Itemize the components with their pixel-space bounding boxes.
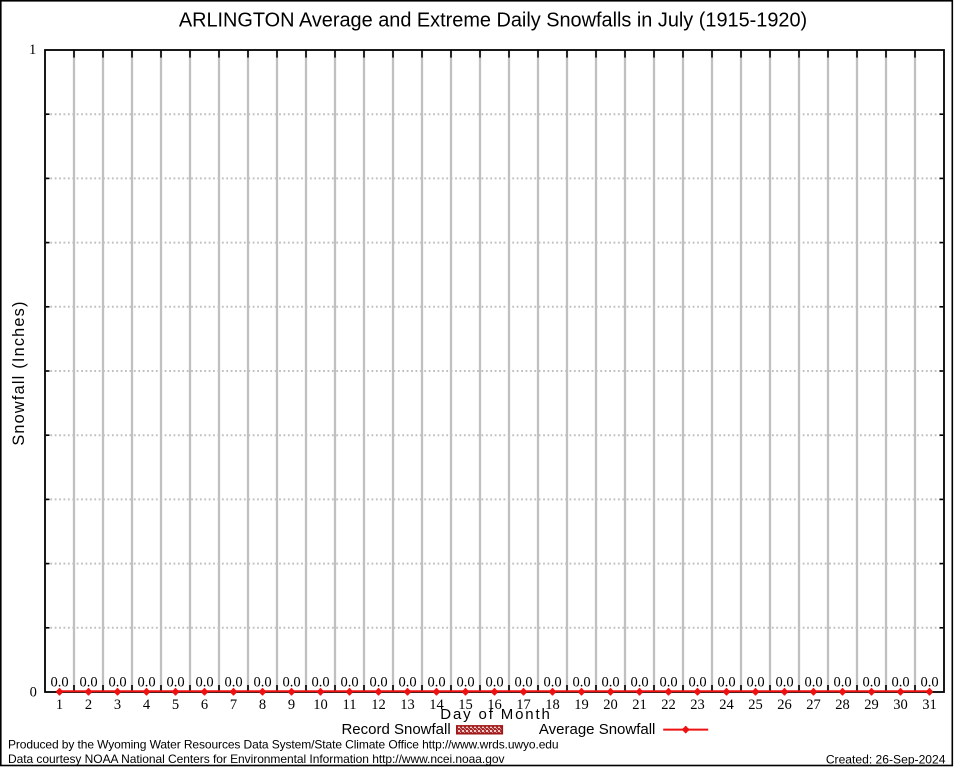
svg-text:0.0: 0.0 [311, 675, 329, 691]
svg-text:31: 31 [922, 697, 937, 713]
svg-text:Record Snowfall: Record Snowfall [341, 721, 450, 738]
svg-text:Created: 26-Sep-2024: Created: 26-Sep-2024 [826, 752, 946, 766]
svg-text:0.0: 0.0 [369, 675, 387, 691]
svg-text:29: 29 [864, 697, 879, 713]
svg-text:3: 3 [114, 697, 121, 713]
svg-text:6: 6 [201, 697, 208, 713]
svg-text:0.0: 0.0 [543, 675, 561, 691]
svg-text:0.0: 0.0 [630, 675, 648, 691]
svg-text:0.0: 0.0 [398, 675, 416, 691]
svg-text:10: 10 [313, 697, 328, 713]
svg-text:0.0: 0.0 [688, 675, 706, 691]
svg-text:24: 24 [719, 697, 734, 713]
svg-text:0.0: 0.0 [166, 675, 184, 691]
svg-text:20: 20 [603, 697, 618, 713]
svg-text:0.0: 0.0 [427, 675, 445, 691]
svg-text:0.0: 0.0 [746, 675, 764, 691]
svg-text:0.0: 0.0 [108, 675, 126, 691]
svg-text:1: 1 [56, 697, 63, 713]
svg-text:0.0: 0.0 [775, 675, 793, 691]
svg-text:Snowfall (Inches): Snowfall (Inches) [10, 300, 28, 445]
svg-text:23: 23 [690, 697, 705, 713]
svg-text:0.0: 0.0 [340, 675, 358, 691]
svg-text:13: 13 [400, 697, 415, 713]
svg-text:0.0: 0.0 [282, 675, 300, 691]
svg-text:0.0: 0.0 [717, 675, 735, 691]
svg-text:0.0: 0.0 [485, 675, 503, 691]
svg-text:7: 7 [230, 697, 237, 713]
svg-text:17: 17 [516, 697, 531, 713]
svg-text:2: 2 [85, 697, 92, 713]
svg-text:0.0: 0.0 [891, 675, 909, 691]
svg-text:8: 8 [259, 697, 266, 713]
svg-text:0.0: 0.0 [804, 675, 822, 691]
svg-text:5: 5 [172, 697, 179, 713]
svg-text:18: 18 [545, 697, 560, 713]
svg-text:0.0: 0.0 [50, 675, 68, 691]
svg-text:0.0: 0.0 [862, 675, 880, 691]
svg-text:0.0: 0.0 [195, 675, 213, 691]
svg-text:0.0: 0.0 [253, 675, 271, 691]
svg-text:25: 25 [748, 697, 763, 713]
svg-text:26: 26 [777, 697, 792, 713]
svg-text:22: 22 [661, 697, 676, 713]
svg-text:ARLINGTON Average and Extreme: ARLINGTON Average and Extreme Daily Snow… [179, 10, 807, 32]
svg-text:0.0: 0.0 [514, 675, 532, 691]
svg-text:9: 9 [288, 697, 295, 713]
svg-text:19: 19 [574, 697, 589, 713]
svg-text:0.0: 0.0 [601, 675, 619, 691]
svg-text:12: 12 [371, 697, 386, 713]
svg-text:27: 27 [806, 697, 821, 713]
svg-text:16: 16 [487, 697, 502, 713]
svg-text:28: 28 [835, 697, 850, 713]
svg-text:1: 1 [29, 42, 36, 58]
svg-text:0.0: 0.0 [659, 675, 677, 691]
svg-text:Data courtesy NOAA National Ce: Data courtesy NOAA National Centers for … [8, 752, 504, 766]
svg-text:Day of Month: Day of Month [440, 706, 551, 723]
svg-text:21: 21 [632, 697, 647, 713]
svg-text:Produced by the Wyoming Water: Produced by the Wyoming Water Resources … [8, 738, 558, 752]
svg-text:0.0: 0.0 [920, 675, 938, 691]
svg-text:0.0: 0.0 [572, 675, 590, 691]
svg-text:4: 4 [143, 697, 151, 713]
svg-text:0.0: 0.0 [456, 675, 474, 691]
svg-text:Average Snowfall: Average Snowfall [539, 721, 655, 738]
svg-text:15: 15 [458, 697, 473, 713]
svg-text:11: 11 [343, 697, 357, 713]
svg-text:0.0: 0.0 [224, 675, 242, 691]
svg-text:0.0: 0.0 [833, 675, 851, 691]
svg-text:0: 0 [30, 684, 37, 700]
svg-text:30: 30 [893, 697, 908, 713]
svg-text:0.0: 0.0 [137, 675, 155, 691]
svg-text:14: 14 [429, 697, 444, 713]
svg-text:0.0: 0.0 [79, 675, 97, 691]
